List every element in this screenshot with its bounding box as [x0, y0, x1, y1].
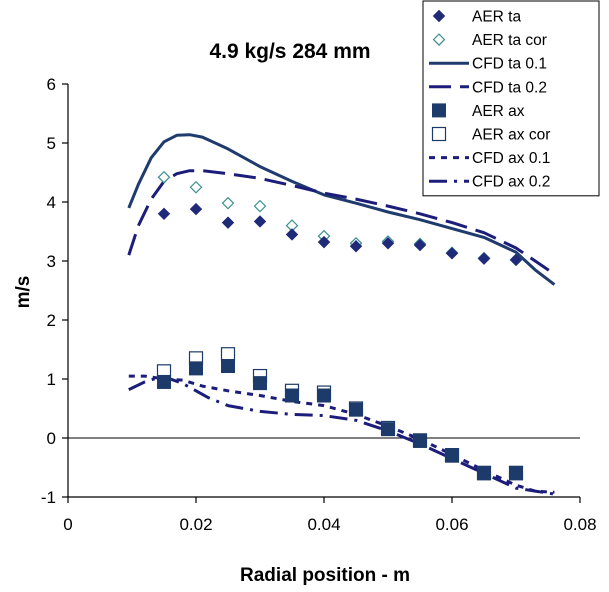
- y-tick-label: 1: [47, 370, 56, 389]
- aer-ta-point: [285, 228, 299, 241]
- legend-entry-cfd-ax-0-1: CFD ax 0.1: [429, 150, 550, 167]
- y-tick-label: 4: [47, 193, 56, 212]
- aer-ta-point: [189, 202, 203, 216]
- aer-ax-point: [509, 466, 523, 481]
- legend-swatch: [432, 103, 446, 118]
- legend: AER ta AER ta cor CFD ta 0.1 CFD ta 0.2 AER …: [422, 0, 600, 197]
- aer-ax-point: [221, 359, 235, 374]
- aer-ax-cor-point: [220, 347, 236, 362]
- legend-entry-aer-ta-cor: AER ta cor: [432, 32, 547, 49]
- aer-ax-point: [445, 448, 459, 463]
- aer-ax-point: [253, 376, 267, 391]
- legend-entry-cfd-ta-0-2: CFD ta 0.2: [429, 79, 547, 96]
- aer-ta-point: [317, 235, 331, 249]
- legend-label: CFD ax 0.2: [472, 174, 550, 191]
- legend-label: CFD ax 0.1: [472, 150, 550, 167]
- aer-ta-point: [381, 237, 395, 250]
- series-layer: [127, 133, 556, 496]
- aer-ta-point: [157, 207, 171, 221]
- aer-ax-point: [189, 361, 203, 376]
- series-cfd-ta-0-1: [127, 133, 556, 286]
- legend-entry-aer-ax: AER ax: [432, 103, 525, 120]
- legend-entry-aer-ax-cor: AER ax cor: [431, 126, 550, 144]
- y-tick-label: 2: [47, 311, 56, 330]
- x-axis-label: Radial position - m: [240, 565, 410, 586]
- y-tick-label: 3: [47, 252, 56, 271]
- legend-entry-cfd-ax-0-2: CFD ax 0.2: [429, 174, 550, 191]
- aer-ta-point: [445, 247, 459, 260]
- legend-label: AER ax cor: [472, 127, 550, 144]
- legend-label: AER ax: [472, 103, 525, 120]
- x-tick-label: 0.02: [179, 515, 212, 534]
- series-aer-ax: [157, 359, 523, 481]
- legend-box: [422, 0, 600, 197]
- y-tick-label: 0: [47, 429, 56, 448]
- legend-label: CFD ta 0.2: [472, 79, 547, 96]
- y-tick-label: 6: [47, 75, 56, 94]
- aer-ta-cor-point: [157, 170, 171, 184]
- cfd-ta-0-1-line: [127, 133, 556, 286]
- aer-ax-point: [349, 402, 363, 417]
- aer-ax-point: [157, 374, 171, 389]
- aer-ta-point: [477, 252, 491, 265]
- aer-ta-point: [349, 240, 363, 253]
- y-tick-label: -1: [41, 488, 56, 507]
- legend-label: AER ta cor: [472, 32, 547, 49]
- aer-ta-point: [509, 253, 523, 267]
- y-tick-label: 5: [47, 134, 56, 153]
- legend-swatch: [432, 33, 446, 46]
- legend-entry-aer-ta: AER ta: [432, 9, 521, 26]
- x-tick-label: 0: [63, 515, 72, 534]
- legend-label: CFD ta 0.1: [472, 56, 547, 73]
- x-tick-label: 0.08: [563, 515, 596, 534]
- aer-ax-point: [381, 422, 395, 437]
- legend-swatch: [431, 126, 447, 142]
- aer-ta-point: [413, 238, 427, 252]
- legend-entry-cfd-ta-0-1: CFD ta 0.1: [429, 56, 547, 73]
- aer-ax-point: [413, 433, 427, 448]
- legend-swatch: [432, 9, 446, 23]
- aer-ta-cor-point: [253, 199, 267, 213]
- x-tick-label: 0.04: [307, 515, 340, 534]
- aer-ta-point: [253, 215, 267, 228]
- x-tick-label: 0.06: [435, 515, 468, 534]
- aer-ta-point: [221, 216, 235, 229]
- legend-label: AER ta: [472, 9, 521, 26]
- aer-ta-cor-point: [189, 180, 203, 194]
- y-axis-label: m/s: [13, 276, 34, 309]
- chart-title: 4.9 kg/s 284 mm: [209, 40, 370, 63]
- aer-ax-point: [285, 388, 299, 403]
- aer-ax-point: [317, 388, 331, 403]
- aer-ax-point: [477, 466, 491, 481]
- axes: -1 0 1 2 3 4 5 6 0 0.02 0.04 0.06 0.08: [41, 75, 597, 534]
- series-aer-ta: [157, 202, 523, 267]
- aer-ta-cor-point: [221, 196, 235, 210]
